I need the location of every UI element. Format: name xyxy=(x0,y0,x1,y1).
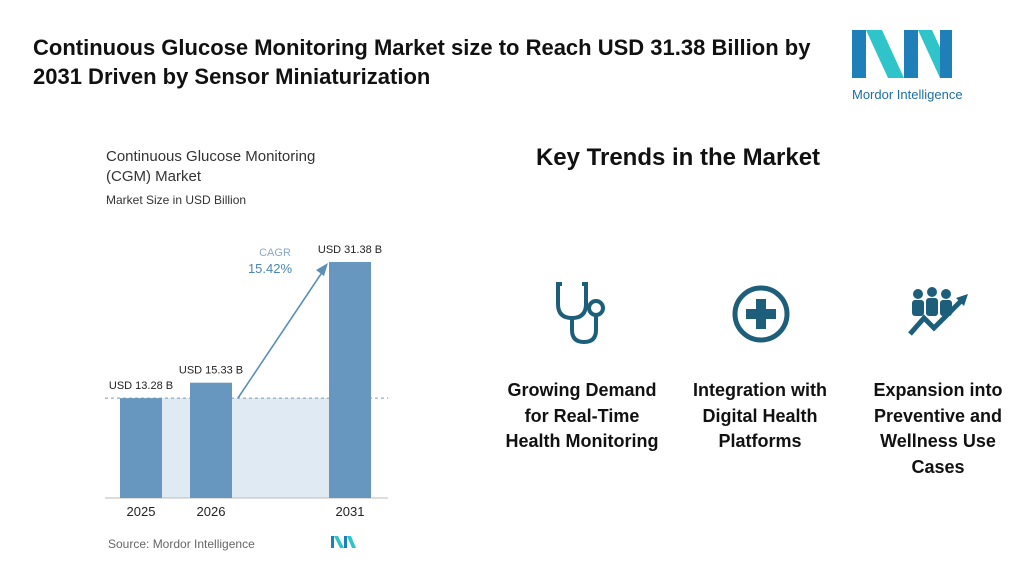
cagr-label: CAGR xyxy=(259,247,291,259)
value-label: USD 15.33 B xyxy=(179,365,243,377)
bar xyxy=(329,262,371,498)
trend-item: Integration with Digital Health Platform… xyxy=(693,380,827,451)
logo: Mordor Intelligence xyxy=(852,28,972,102)
value-label: USD 31.38 B xyxy=(318,244,382,256)
health-cross-icon xyxy=(732,285,790,343)
page-title: Continuous Glucose Monitoring Market siz… xyxy=(33,35,811,89)
bar xyxy=(190,382,232,498)
chart-subtitle: Market Size in USD Billion xyxy=(106,193,246,207)
trend-item: Expansion into Preventive and Wellness U… xyxy=(873,380,1003,477)
cagr-arrow xyxy=(237,267,326,399)
value-label: USD 13.28 B xyxy=(109,380,173,392)
chart: Continuous Glucose Monitoring (CGM) Marke… xyxy=(105,148,388,551)
cagr-arrowhead xyxy=(316,263,328,276)
logo-mark xyxy=(852,30,954,78)
bar xyxy=(120,398,162,498)
logo-text: Mordor Intelligence xyxy=(852,87,963,102)
source: Source: Mordor Intelligence xyxy=(108,537,255,551)
x-tick-label: 2026 xyxy=(197,504,226,519)
small-logo xyxy=(331,536,356,548)
stethoscope-icon xyxy=(556,282,605,345)
trends-title: Key Trends in the Market xyxy=(535,144,821,171)
chart-title: Continuous Glucose Monitoring (CGM) Marke… xyxy=(106,148,315,185)
trend-item: Growing Demand for Real-Time Health Moni… xyxy=(505,380,659,451)
cagr-value: 15.42% xyxy=(248,261,293,276)
x-tick-label: 2025 xyxy=(127,504,156,519)
wellness-growth-icon xyxy=(908,287,968,336)
x-tick-label: 2031 xyxy=(336,504,365,519)
